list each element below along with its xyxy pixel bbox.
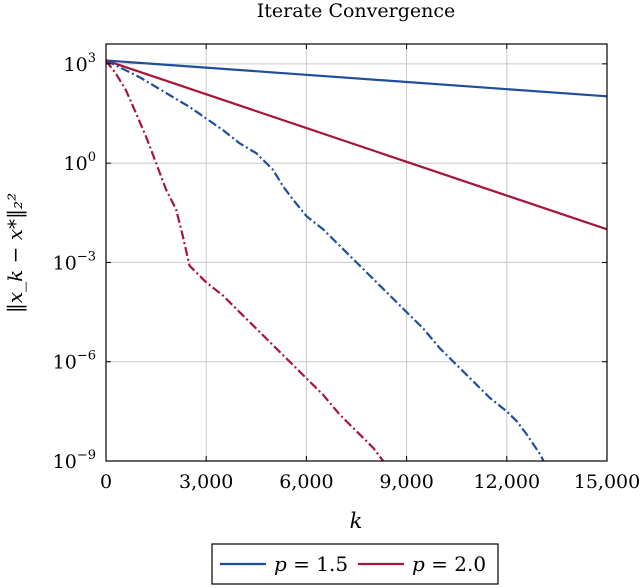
legend-entry: p = 1.5 <box>274 552 348 576</box>
y-tick-label: 10−3 <box>53 249 96 274</box>
x-tick-label: 6,000 <box>279 471 333 493</box>
y-tick-label: 100 <box>64 150 96 175</box>
series-line-3 <box>106 59 385 461</box>
legend: p = 1.5 p = 2.0 <box>211 543 499 585</box>
y-tick-label: 10−6 <box>53 349 96 374</box>
y-tick-labels: 103 100 10−3 10−6 10−9 <box>53 51 96 473</box>
y-tick-label: 10−9 <box>53 448 96 473</box>
series-layer <box>106 59 607 461</box>
x-tick-label: 3,000 <box>179 471 233 493</box>
series-line-1 <box>106 59 607 231</box>
y-tick-label: 103 <box>64 51 96 76</box>
series-line-0 <box>106 59 607 98</box>
plot-frame <box>105 43 608 462</box>
x-tick-label: 0 <box>100 471 112 493</box>
x-tick-labels: 0 3,000 6,000 9,000 12,000 15,000 <box>100 471 640 493</box>
legend-entry: p = 2.0 <box>412 552 486 576</box>
y-axis-label: ‖x_k − x*‖₂² <box>3 193 28 313</box>
ticks <box>105 44 608 462</box>
x-tick-label: 15,000 <box>574 471 640 493</box>
chart-title: Iterate Convergence <box>257 0 456 22</box>
x-axis-label: k <box>350 509 363 533</box>
series-line-2 <box>106 59 545 461</box>
grid <box>105 44 608 462</box>
x-tick-label: 9,000 <box>379 471 433 493</box>
x-tick-label: 12,000 <box>474 471 540 493</box>
